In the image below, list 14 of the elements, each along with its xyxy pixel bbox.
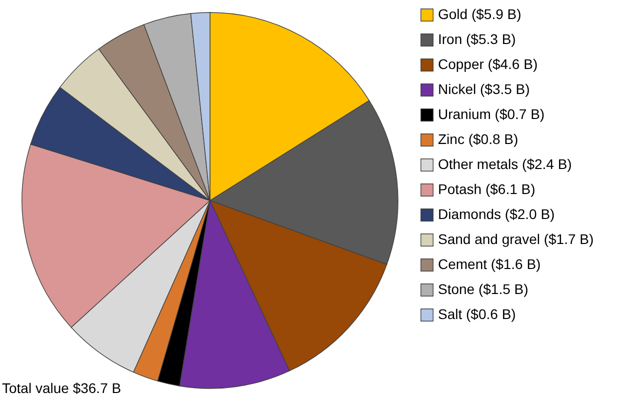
legend-label: Salt ($0.6 B) <box>438 306 516 322</box>
text: Total value $36.7 B <box>2 380 122 396</box>
legend-label: Potash ($6.1 B) <box>438 181 536 197</box>
legend-label: Nickel ($3.5 B) <box>438 81 530 97</box>
legend-label: Sand and gravel ($1.7 B) <box>438 231 594 247</box>
legend-label: Stone ($1.5 B) <box>438 281 528 297</box>
legend-label: Gold ($5.9 B) <box>438 6 522 22</box>
legend-label: Copper ($4.6 B) <box>438 56 538 72</box>
legend-label: Diamonds ($2.0 B) <box>438 206 555 222</box>
legend-label: Uranium ($0.7 B) <box>438 106 545 122</box>
legend-label: Cement ($1.6 B) <box>438 256 541 272</box>
legend-label: Zinc ($0.8 B) <box>438 131 518 147</box>
legend-label: Iron ($5.3 B) <box>438 31 516 47</box>
legend-label: Other metals ($2.4 B) <box>438 156 572 172</box>
